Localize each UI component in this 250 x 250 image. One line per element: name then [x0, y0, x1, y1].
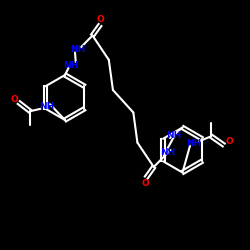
Text: NH: NH	[160, 148, 175, 157]
Text: O: O	[226, 137, 233, 146]
Text: O: O	[10, 95, 18, 104]
Text: NH: NH	[64, 60, 79, 70]
Text: NH: NH	[38, 102, 54, 111]
Text: NH: NH	[186, 139, 202, 148]
Text: O: O	[141, 179, 149, 188]
Text: NH: NH	[166, 130, 182, 140]
Text: NH: NH	[70, 46, 85, 54]
Text: O: O	[96, 15, 104, 24]
